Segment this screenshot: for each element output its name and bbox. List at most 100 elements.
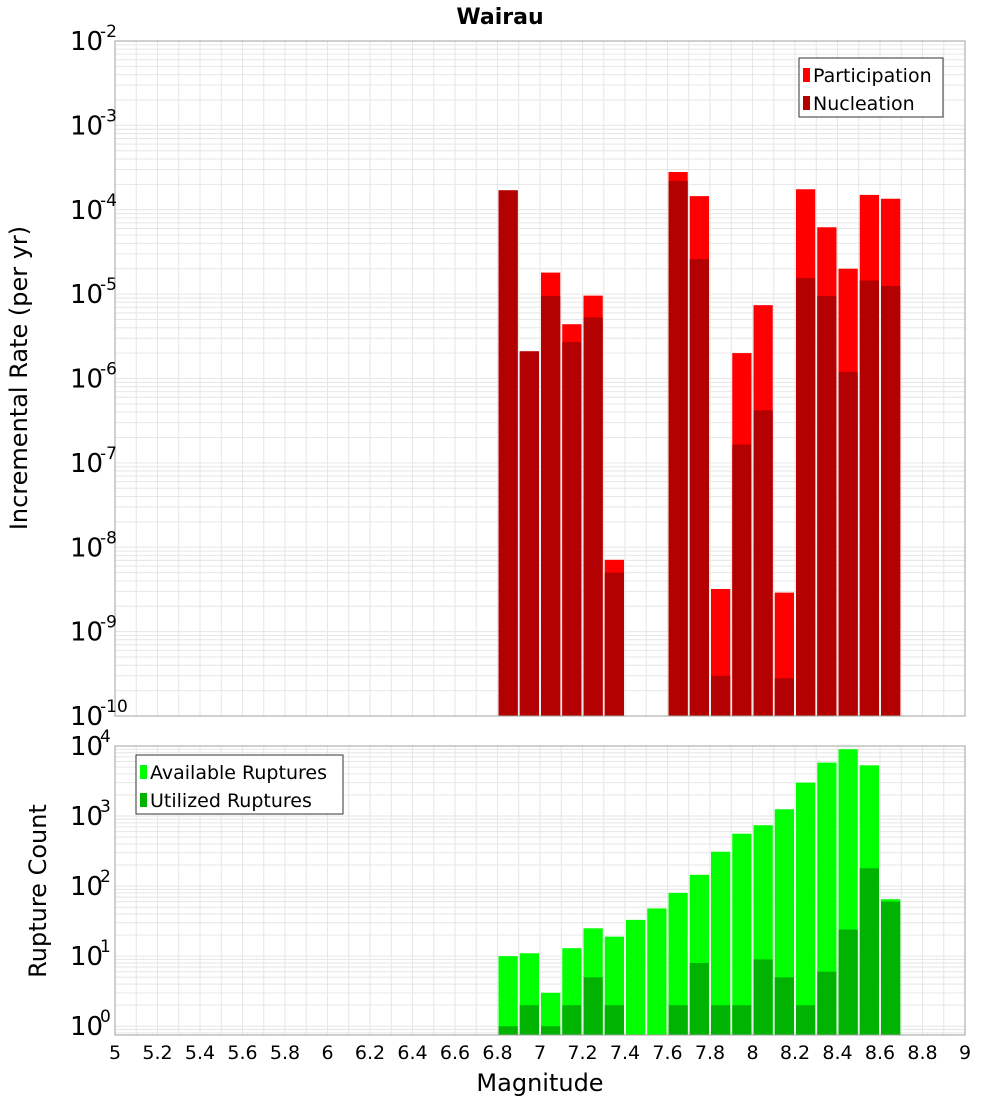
top-y-tick-exponent: -4 xyxy=(100,191,117,211)
available-ruptures-bar xyxy=(732,833,752,1035)
nucleation-bar xyxy=(838,371,858,716)
nucleation-bar xyxy=(881,285,901,716)
available-ruptures-bar xyxy=(647,908,667,1035)
utilized-ruptures-bar xyxy=(541,1026,561,1035)
utilized-ruptures-bar xyxy=(583,977,603,1035)
top-y-tick-exponent: -7 xyxy=(100,444,117,464)
utilized-ruptures-bar xyxy=(519,1005,539,1035)
utilized-ruptures-bar xyxy=(562,1005,582,1035)
available-ruptures-bar xyxy=(817,762,837,1035)
utilized-ruptures-bar xyxy=(498,1026,518,1035)
bottom-legend-swatch xyxy=(140,793,147,807)
bottom-legend-box xyxy=(135,754,344,815)
utilized-ruptures-bar xyxy=(732,1005,752,1035)
top-y-tick-base: 10 xyxy=(70,111,103,141)
top-legend: Participation Nucleation xyxy=(798,57,944,118)
top-y-tick-base: 10 xyxy=(70,449,103,479)
available-ruptures-bar xyxy=(668,892,688,1035)
top-legend-box xyxy=(798,57,944,118)
top-legend-swatch xyxy=(803,68,810,82)
top-legend-label: Nucleation xyxy=(813,93,915,115)
bottom-y-tick-base: 10 xyxy=(70,872,103,902)
top-plot-frame xyxy=(114,40,966,717)
nucleation-bar xyxy=(774,678,794,716)
x-tick-label: 9 xyxy=(959,1042,971,1064)
bottom-legend-label: Available Ruptures xyxy=(150,762,327,784)
x-tick-label: 7.2 xyxy=(567,1042,597,1064)
top-legend-swatch xyxy=(803,96,810,110)
nucleation-bar xyxy=(753,410,773,716)
x-axis-label: Magnitude xyxy=(476,1069,603,1097)
top-bars xyxy=(498,172,901,717)
bottom-legend-swatch xyxy=(140,765,147,779)
utilized-ruptures-bar xyxy=(796,1005,816,1035)
top-y-tick-base: 10 xyxy=(70,702,103,732)
available-ruptures-bar xyxy=(498,956,518,1035)
utilized-ruptures-bar xyxy=(689,962,709,1035)
nucleation-bar xyxy=(796,278,816,716)
bottom-y-tick-base: 10 xyxy=(70,1012,103,1042)
bottom-legend: Available Ruptures Utilized Ruptures xyxy=(135,754,344,815)
bottom-plot-frame xyxy=(114,745,966,1036)
nucleation-bar xyxy=(817,296,837,716)
utilized-ruptures-bar xyxy=(711,1005,731,1035)
top-y-tick-base: 10 xyxy=(70,533,103,563)
top-y-tick-base: 10 xyxy=(70,196,103,226)
utilized-ruptures-bar xyxy=(774,977,794,1035)
top-y-tick-base: 10 xyxy=(70,365,103,395)
bottom-y-axis-label: Rupture Count xyxy=(24,804,52,978)
x-tick-label: 7.8 xyxy=(695,1042,725,1064)
x-tick-label: 8.2 xyxy=(780,1042,810,1064)
nucleation-bar xyxy=(562,342,582,716)
utilized-ruptures-bar xyxy=(604,1005,624,1035)
x-tick-label: 8.6 xyxy=(865,1042,895,1064)
bottom-y-tick-exponent: 3 xyxy=(100,797,111,817)
x-tick-label: 7 xyxy=(534,1042,546,1064)
bottom-y-tick-exponent: 4 xyxy=(100,727,111,747)
nucleation-bar xyxy=(498,190,518,716)
utilized-ruptures-bar xyxy=(668,1005,688,1035)
available-ruptures-bar xyxy=(541,992,561,1035)
bottom-y-tick-base: 10 xyxy=(70,732,103,762)
x-tick-label: 6.2 xyxy=(355,1042,385,1064)
x-tick-label: 8.8 xyxy=(907,1042,937,1064)
x-tick-label: 5.2 xyxy=(142,1042,172,1064)
x-tick-label: 8.4 xyxy=(822,1042,852,1064)
top-y-tick-exponent: -2 xyxy=(100,22,117,42)
nucleation-bar xyxy=(541,296,561,716)
available-ruptures-bar xyxy=(796,782,816,1035)
x-tick-label: 5.4 xyxy=(185,1042,215,1064)
top-y-tick-exponent: -10 xyxy=(100,697,128,717)
nucleation-bar xyxy=(668,180,688,716)
bottom-y-tick-exponent: 2 xyxy=(100,867,111,887)
top-legend-label: Participation xyxy=(813,65,932,87)
nucleation-bar xyxy=(732,444,752,716)
top-y-tick-base: 10 xyxy=(70,27,103,57)
x-tick-label: 5 xyxy=(109,1042,121,1064)
available-ruptures-bar xyxy=(711,851,731,1035)
bottom-y-tick-base: 10 xyxy=(70,802,103,832)
bottom-legend-label: Utilized Ruptures xyxy=(150,790,312,812)
top-y-tick-base: 10 xyxy=(70,280,103,310)
x-tick-label: 7.4 xyxy=(610,1042,640,1064)
chart-title: Wairau xyxy=(456,5,543,30)
top-y-tick-exponent: -8 xyxy=(100,528,117,548)
bottom-y-tick-exponent: 0 xyxy=(100,1007,111,1027)
top-grid xyxy=(114,40,966,717)
bottom-bars xyxy=(498,749,901,1035)
utilized-ruptures-bar xyxy=(859,868,879,1035)
x-ticks: 5 5.2 5.4 5.6 5.8 6 6.2 6.4 6.6 6.8 7 7.2 7.4 7.6 7.8 8… xyxy=(109,1042,971,1064)
top-y-tick-base: 10 xyxy=(70,618,103,648)
x-tick-label: 6.8 xyxy=(482,1042,512,1064)
x-tick-label: 5.8 xyxy=(270,1042,300,1064)
top-y-tick-exponent: -6 xyxy=(100,360,117,380)
nucleation-bar xyxy=(711,675,731,716)
x-tick-label: 8 xyxy=(746,1042,758,1064)
nucleation-bar xyxy=(519,351,539,716)
bottom-y-tick-exponent: 1 xyxy=(100,937,111,957)
x-tick-label: 5.6 xyxy=(227,1042,257,1064)
x-tick-label: 6 xyxy=(321,1042,333,1064)
